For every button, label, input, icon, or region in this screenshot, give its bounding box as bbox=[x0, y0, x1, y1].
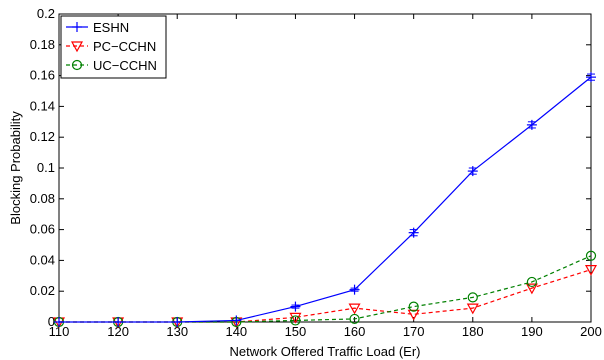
x-axis-title: Network Offered Traffic Load (Er) bbox=[230, 344, 421, 359]
y-tick-label: 0.08 bbox=[30, 191, 55, 206]
x-tick-label: 150 bbox=[285, 324, 307, 339]
y-tick-label: 0 bbox=[48, 314, 55, 329]
y-tick-label: 0.1 bbox=[37, 160, 55, 175]
data-point-pc-cchn bbox=[525, 283, 538, 295]
x-tick-label: 130 bbox=[166, 324, 188, 339]
legend-marker-uc-cchn bbox=[71, 59, 83, 71]
y-tick-label: 0.06 bbox=[30, 222, 55, 237]
x-tick-label: 180 bbox=[462, 324, 484, 339]
data-point-pc-cchn bbox=[584, 265, 598, 276]
data-point-uc-cchn bbox=[467, 292, 478, 303]
data-point-uc-cchn bbox=[585, 250, 597, 261]
x-tick-label: 120 bbox=[107, 324, 129, 339]
x-tick-label: 160 bbox=[344, 324, 366, 339]
series-eshn bbox=[54, 72, 596, 327]
legend-label-eshn: ESHN bbox=[93, 20, 129, 35]
y-axis-title: Blocking Probability bbox=[8, 111, 23, 225]
data-point-uc-cchn bbox=[349, 313, 360, 325]
legend-label-pc-cchn: PC−CCHN bbox=[93, 39, 156, 54]
legend-marker-pc-cchn bbox=[70, 41, 84, 53]
data-point-pc-cchn bbox=[407, 309, 420, 321]
legend-box bbox=[60, 15, 167, 79]
x-tick-label: 170 bbox=[403, 324, 425, 339]
data-point-uc-cchn bbox=[526, 276, 537, 288]
plot-series bbox=[52, 72, 598, 329]
x-tick-label: 110 bbox=[49, 324, 70, 339]
x-tick-label: 190 bbox=[521, 324, 543, 339]
data-point-uc-cchn bbox=[408, 301, 419, 312]
y-tick-label: 0.16 bbox=[30, 68, 55, 83]
series-line-eshn bbox=[59, 76, 592, 323]
series-line-uc-cchn bbox=[59, 255, 592, 323]
legend: ESHN PC−CCHN UC−CCHN bbox=[60, 15, 167, 79]
data-point-pc-cchn bbox=[289, 312, 302, 324]
legend-label-uc-cchn: UC−CCHN bbox=[93, 58, 157, 73]
y-tick-label: 0.12 bbox=[30, 129, 55, 144]
axis-ticks: 110 120 130 140 150 160 170 180 190 200 0 0.02 0.04 0… bbox=[30, 6, 602, 339]
y-tick-label: 0.02 bbox=[30, 283, 55, 298]
x-tick-label: 140 bbox=[225, 324, 247, 339]
legend-entry-pc-cchn: PC−CCHN bbox=[66, 39, 156, 54]
y-tick-label: 0.04 bbox=[30, 252, 55, 267]
x-tick-label: 200 bbox=[580, 324, 602, 339]
y-tick-label: 0.14 bbox=[30, 98, 55, 113]
legend-entry-uc-cchn: UC−CCHN bbox=[66, 58, 157, 73]
legend-entry-eshn: ESHN bbox=[66, 20, 129, 35]
y-tick-label: 0.18 bbox=[30, 37, 55, 52]
data-point-pc-cchn bbox=[466, 303, 479, 315]
data-point-uc-cchn bbox=[290, 315, 301, 326]
series-line-pc-cchn bbox=[59, 269, 592, 323]
data-point-pc-cchn bbox=[348, 303, 361, 315]
y-tick-label: 0.2 bbox=[37, 6, 55, 21]
